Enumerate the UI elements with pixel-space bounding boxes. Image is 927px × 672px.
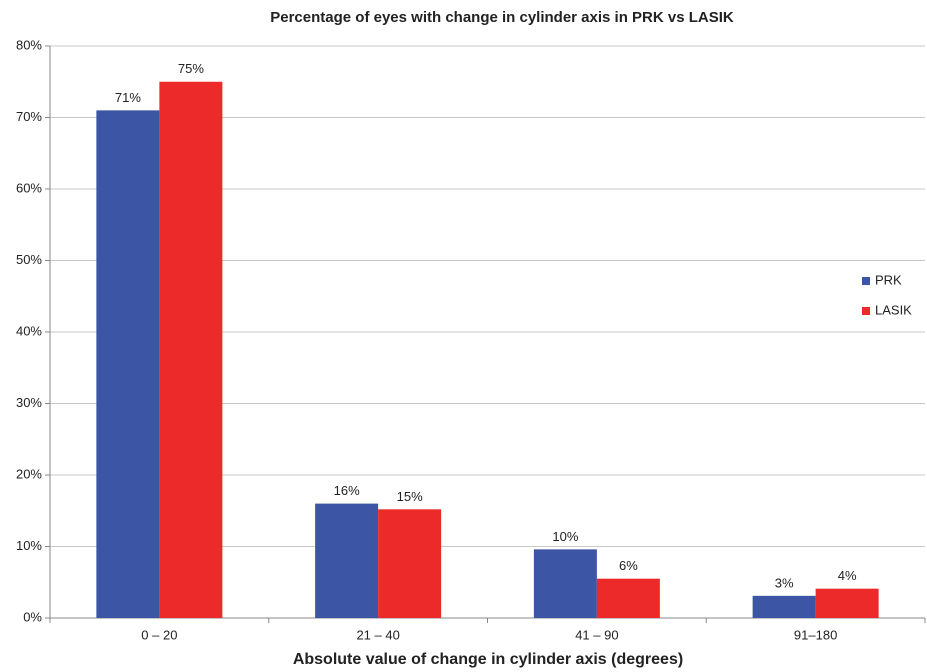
legend-swatch (862, 277, 870, 285)
value-label: 16% (334, 483, 360, 498)
bar (815, 588, 879, 618)
value-label: 15% (397, 489, 423, 504)
value-label: 75% (178, 61, 204, 76)
bar (378, 509, 442, 618)
bar (533, 549, 597, 618)
legend-swatch (862, 307, 870, 315)
value-label: 71% (115, 90, 141, 105)
y-tick-label: 70% (16, 109, 42, 124)
y-tick-label: 80% (16, 37, 42, 52)
y-tick-label: 30% (16, 395, 42, 410)
x-tick-label: 21 – 40 (356, 627, 399, 642)
legend-label: PRK (875, 272, 902, 287)
x-axis-label: Absolute value of change in cylinder axi… (293, 651, 683, 668)
y-tick-label: 40% (16, 323, 42, 338)
x-tick-label: 0 – 20 (141, 627, 177, 642)
value-label: 10% (552, 529, 578, 544)
x-tick-label: 91–180 (794, 627, 837, 642)
value-label: 4% (838, 568, 857, 583)
y-tick-label: 0% (23, 609, 42, 624)
y-tick-label: 60% (16, 180, 42, 195)
bar (96, 110, 160, 618)
bar (159, 81, 223, 618)
bar (752, 595, 816, 618)
bar (596, 578, 660, 618)
value-label: 3% (775, 575, 794, 590)
value-label: 6% (619, 558, 638, 573)
x-tick-label: 41 – 90 (575, 627, 618, 642)
legend-label: LASIK (875, 302, 912, 317)
bar (315, 503, 379, 618)
y-tick-label: 20% (16, 466, 42, 481)
chart-title: Percentage of eyes with change in cylind… (270, 9, 734, 26)
y-tick-label: 50% (16, 252, 42, 267)
y-tick-label: 10% (16, 538, 42, 553)
